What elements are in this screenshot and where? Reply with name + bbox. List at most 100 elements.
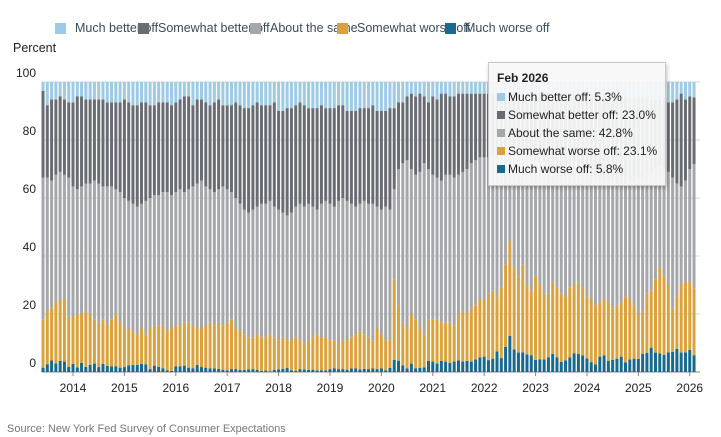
bar-much-worse [431,361,435,372]
bar-somewhat-worse [67,316,71,367]
bar-somewhat-worse [405,328,409,369]
legend-item-somewhat-worse[interactable]: Somewhat worse off [337,21,470,35]
bar-somewhat-better [294,105,298,207]
bar-much-worse [512,349,516,372]
bar-much-worse [84,366,88,372]
bar-same [298,203,302,341]
tooltip-text: Somewhat worse off: 23.1% [508,144,658,158]
legend-item-somewhat-better[interactable]: Somewhat better off [138,21,270,35]
bar-somewhat-worse [516,276,520,353]
bar-somewhat-better [272,102,276,207]
bar-same [426,169,430,320]
legend-item-much-worse[interactable]: Much worse off [445,21,550,35]
bar-much-better [448,82,452,97]
bar-somewhat-worse [688,282,692,350]
bar-much-better [148,82,152,106]
bar-same [264,203,268,338]
bar-somewhat-worse [247,337,251,370]
bar-much-better [444,82,448,94]
bar-somewhat-worse [448,322,452,364]
bar-somewhat-better [234,102,238,198]
bar-much-better [259,82,263,106]
bar-same [62,174,66,300]
bar-somewhat-worse [606,302,610,361]
bar-much-worse [152,365,156,372]
bar-same [289,212,293,341]
bar-same [675,183,679,297]
bar-much-worse [636,358,640,372]
bar-somewhat-better [289,108,293,213]
bar-much-worse [315,370,319,372]
legend-label: Somewhat worse off [357,21,471,35]
bar-somewhat-better [671,102,675,178]
bar-somewhat-worse [170,328,174,371]
y-tick-label: 60 [23,182,37,196]
bar-somewhat-worse [632,305,636,359]
bar-much-better [392,82,396,109]
bar-same [45,177,49,312]
bar-somewhat-worse [212,325,216,369]
bar-much-worse [628,359,632,372]
bar-somewhat-worse [328,340,332,370]
bar-much-better [165,82,169,103]
bar-much-better [375,82,379,111]
bar-somewhat-worse [491,290,495,359]
swatch-much-worse [497,165,505,173]
bar-somewhat-worse [182,322,186,366]
bar-somewhat-worse [598,302,602,357]
bar-much-worse [632,358,636,372]
bar-much-worse [302,369,306,372]
bar-same [444,174,448,323]
bar-somewhat-worse [611,308,615,360]
tooltip-text: Much worse off: 5.8% [508,162,624,176]
bar-somewhat-better [302,105,306,207]
bar-same [345,200,349,341]
bar-somewhat-worse [392,279,396,360]
y-tick-label: 80 [23,124,37,138]
bar-somewhat-worse [658,267,662,354]
bar-much-worse [294,370,298,372]
bar-same [71,186,75,317]
bar-somewhat-worse [525,285,529,355]
bar-much-better [242,82,246,109]
tooltip-row-much-better: Much better off: 5.3% [497,89,665,105]
bar-somewhat-better [92,99,96,181]
bar-somewhat-better [84,99,88,184]
x-tick-label: 2021 [419,381,446,395]
bar-somewhat-worse [264,337,268,371]
legend-item-much-better[interactable]: Much better off [55,21,158,35]
bar-same [152,195,156,326]
bar-same [422,163,426,335]
bar-somewhat-worse [345,340,349,370]
bar-much-worse [568,357,572,372]
bar-somewhat-worse [289,340,293,371]
bar-same [653,169,657,280]
bar-somewhat-better [41,90,45,178]
bar-somewhat-worse [50,308,54,361]
bar-much-worse [105,365,109,372]
bar-much-better [478,82,482,94]
bar-same [602,180,606,300]
bar-much-worse [217,368,221,372]
bar-somewhat-worse [324,337,328,371]
bar-somewhat-worse [375,328,379,370]
bar-same [54,174,58,303]
bar-somewhat-better [255,102,259,207]
bar-much-worse [110,366,114,372]
bar-much-worse [671,351,675,372]
bar-same [217,189,221,323]
bar-much-better [247,82,251,109]
bar-same [101,186,105,320]
bar-same [482,157,486,300]
bar-same [315,209,319,335]
bar-much-worse [474,359,478,372]
bar-somewhat-worse [512,267,516,350]
bar-somewhat-worse [332,340,336,369]
legend-item-same[interactable]: About the same [250,21,358,35]
bar-much-better [122,82,126,100]
bar-somewhat-better [298,102,302,204]
bar-somewhat-better [426,102,430,169]
bar-same [636,177,640,314]
bar-somewhat-worse [542,293,546,360]
bar-much-worse [170,370,174,372]
